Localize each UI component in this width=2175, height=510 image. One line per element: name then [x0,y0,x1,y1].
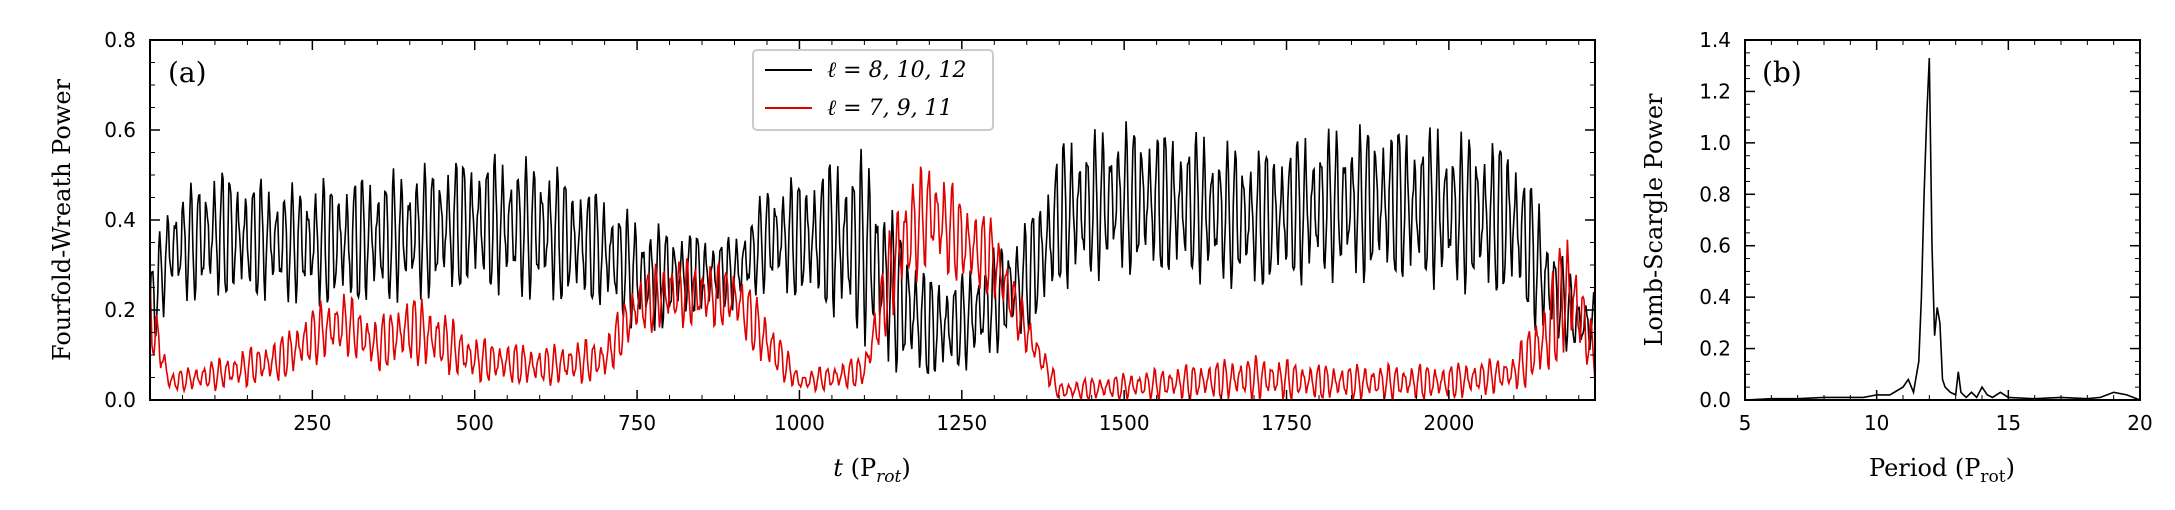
y-tick-label: 1.4 [1699,28,1731,52]
y-tick-label: 0.4 [1699,285,1731,309]
panel-a-x-axis-label: t (Prot) [833,454,910,487]
x-tick-label: 5 [1739,411,1752,435]
panel-b-label: (b) [1762,56,1802,89]
x-tick-label: 250 [293,411,331,435]
legend-box [752,49,994,131]
panel-a-label: (a) [168,56,207,89]
x-tick-label: 1250 [936,411,987,435]
y-tick-label: 1.2 [1699,79,1731,103]
x-tick-label: 15 [1996,411,2021,435]
legend-entry-black: ℓ = 8, 10, 12 [827,58,967,83]
y-tick-label: 0.6 [104,118,136,142]
panel-b-x-axis-label: Period (Prot) [1869,454,2015,487]
y-tick-label: 0.6 [1699,234,1731,258]
y-tick-label: 0.4 [104,208,136,232]
panel-b-y-axis-label: Lomb-Scargle Power [1640,93,1668,347]
x-tick-label: 750 [618,411,656,435]
y-tick-label: 0.8 [104,28,136,52]
panel-b-chart: 5 10 15 20 0.0 0.2 0.4 0.6 0.8 1.0 1.2 1.4 (b) Lomb… [1640,28,2153,487]
x-tick-label: 1500 [1099,411,1150,435]
series-line-black [149,121,1596,375]
legend-entry-red: ℓ = 7, 9, 11 [827,96,953,121]
y-tick-label: 0.2 [1699,337,1731,361]
panel-a-y-axis-label: Fourfold-Wreath Power [48,78,76,361]
y-tick-label: 1.0 [1699,131,1731,155]
y-tick-label: 0.0 [104,388,136,412]
x-tick-label: 1750 [1261,411,1312,435]
periodogram-line [1744,57,2141,401]
x-tick-label: 1000 [774,411,825,435]
x-tick-label: 2000 [1423,411,1474,435]
y-tick-label: 0.0 [1699,388,1731,412]
y-tick-label: 0.8 [1699,182,1731,206]
x-tick-label: 20 [2127,411,2152,435]
x-tick-label: 10 [1864,411,1889,435]
y-tick-label: 0.2 [104,298,136,322]
series-line-red [149,166,1596,402]
panel-a-chart: 250 500 750 1000 1250 1500 1750 2000 0.0 0.2 0.4 0.… [48,28,1596,487]
legend: ℓ = 8, 10, 12 ℓ = 7, 9, 11 [752,49,994,131]
x-tick-label: 500 [456,411,494,435]
